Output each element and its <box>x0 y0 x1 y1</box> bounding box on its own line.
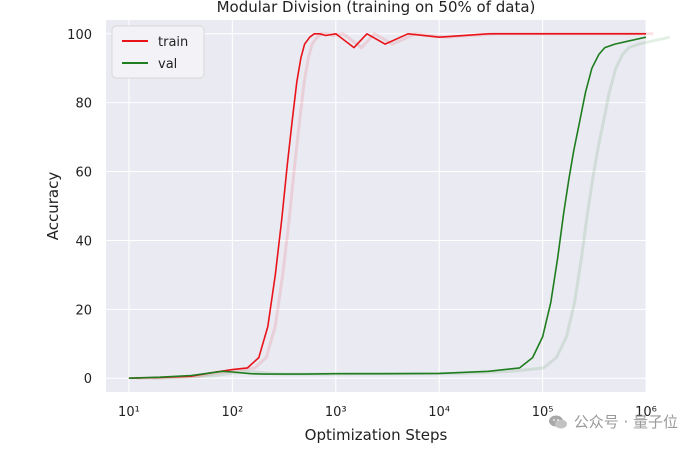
plot-background <box>106 20 646 392</box>
series-shadow-train <box>136 31 654 380</box>
y-tick-label: 40 <box>75 234 92 249</box>
legend-box <box>111 25 205 79</box>
series-shadow-val <box>152 35 671 380</box>
y-tick-label: 20 <box>75 303 92 318</box>
chart-title: Modular Division (training on 50% of dat… <box>217 0 536 16</box>
x-tick-label: 10³ <box>325 405 347 420</box>
wechat-icon <box>548 415 567 428</box>
series-line-train <box>128 33 646 379</box>
x-tick-label: 10⁵ <box>532 405 554 420</box>
x-tick-label: 10⁶ <box>635 405 657 420</box>
y-tick-label: 80 <box>75 97 92 112</box>
series-line-val <box>128 36 647 379</box>
x-tick-label: 10⁴ <box>428 405 450 420</box>
x-tick-label: 10¹ <box>118 405 140 420</box>
x-tick-label: 10² <box>221 405 243 420</box>
y-tick-label: 0 <box>84 372 92 387</box>
legend-label-val: val <box>158 57 177 72</box>
y-axis-label: Accuracy <box>44 172 62 241</box>
y-tick-label: 100 <box>67 28 92 43</box>
watermark-text: 公众号 · 量子位 <box>573 413 678 431</box>
watermark: 公众号 · 量子位 <box>548 411 678 432</box>
legend-label-train: train <box>158 35 188 50</box>
x-axis-label: Optimization Steps <box>305 426 448 444</box>
y-tick-label: 60 <box>75 166 92 181</box>
